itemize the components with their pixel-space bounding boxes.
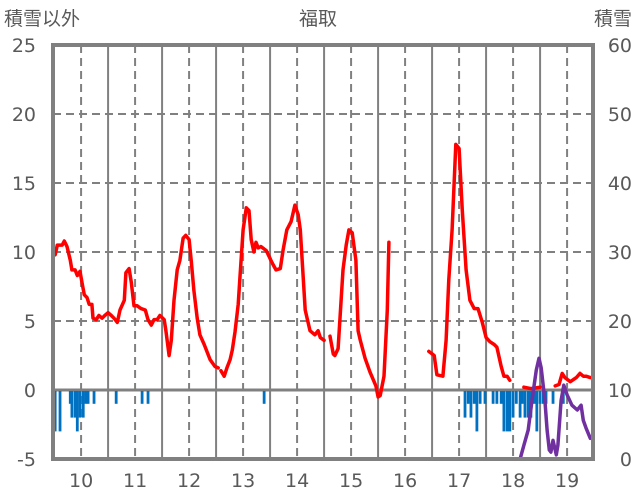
bar: [551, 391, 555, 404]
bar: [466, 391, 470, 404]
y-tick-left: 25: [12, 35, 36, 57]
bar: [469, 391, 473, 418]
bar: [514, 391, 518, 404]
bar: [511, 391, 515, 418]
y-tick-right: 0: [620, 449, 632, 471]
bar: [495, 391, 499, 404]
bar: [86, 391, 90, 404]
y-tick-right: 60: [608, 35, 632, 57]
bar: [478, 391, 482, 404]
bar: [75, 391, 79, 432]
y-tick-right: 50: [608, 104, 632, 126]
bar: [463, 391, 467, 418]
y-tick-left: 5: [24, 311, 36, 333]
bar: [523, 391, 527, 418]
bar: [70, 391, 74, 418]
bar: [526, 391, 530, 418]
left-axis-label: 積雪以外: [4, 8, 80, 30]
bar: [81, 391, 85, 418]
bar: [140, 391, 144, 404]
bar: [502, 391, 506, 432]
x-tick: 17: [447, 470, 471, 492]
x-tick: 16: [393, 470, 417, 492]
bar: [262, 391, 266, 404]
plot-frame: [51, 43, 595, 461]
red-series-line: [522, 385, 542, 391]
red-series-line: [328, 228, 391, 399]
y-tick-left: 10: [12, 242, 36, 264]
x-tick: 15: [339, 470, 363, 492]
bar: [538, 391, 542, 404]
bar: [114, 391, 118, 404]
bar: [520, 391, 524, 404]
y-tick-right: 30: [608, 242, 632, 264]
y-tick-left: 20: [12, 104, 36, 126]
bar: [68, 391, 72, 404]
bar: [475, 391, 479, 432]
chart-title: 福取: [299, 8, 337, 30]
red-series-line: [219, 203, 326, 378]
bar: [146, 391, 150, 404]
x-tick: 10: [69, 470, 93, 492]
y-tick-right: 10: [608, 380, 632, 402]
x-tick: 11: [123, 470, 147, 492]
bar: [53, 391, 57, 432]
bar: [58, 391, 62, 432]
bar: [78, 391, 82, 418]
right-axis-label: 積雪: [594, 8, 632, 30]
y-tick-right: 40: [608, 173, 632, 195]
bar: [491, 391, 495, 404]
red-series-line: [53, 233, 220, 370]
bar: [535, 391, 539, 432]
bar: [508, 391, 512, 432]
y-tick-right: 20: [608, 311, 632, 333]
gridlines: [53, 45, 593, 459]
bar: [92, 391, 96, 404]
x-tick: 19: [555, 470, 579, 492]
snow-depth-line: [428, 356, 593, 461]
tick-labels: -5 0 5 10 15 20 25 0 10 20 30 40 50 60 10 11 12 13 14 15 16 1…: [12, 35, 632, 492]
x-tick: 12: [177, 470, 201, 492]
red-series-line: [553, 371, 593, 388]
y-tick-left: 0: [24, 380, 36, 402]
bar: [472, 391, 476, 404]
x-tick: 18: [501, 470, 525, 492]
bar: [518, 391, 522, 418]
red-series-line: [427, 142, 512, 383]
bar: [73, 391, 77, 418]
y-tick-left: -5: [17, 449, 36, 471]
bar: [505, 391, 509, 432]
bar: [483, 391, 487, 404]
bar: [84, 391, 88, 404]
x-tick: 14: [285, 470, 309, 492]
y-tick-left: 15: [12, 173, 36, 195]
bar: [499, 391, 503, 404]
x-tick: 13: [231, 470, 255, 492]
